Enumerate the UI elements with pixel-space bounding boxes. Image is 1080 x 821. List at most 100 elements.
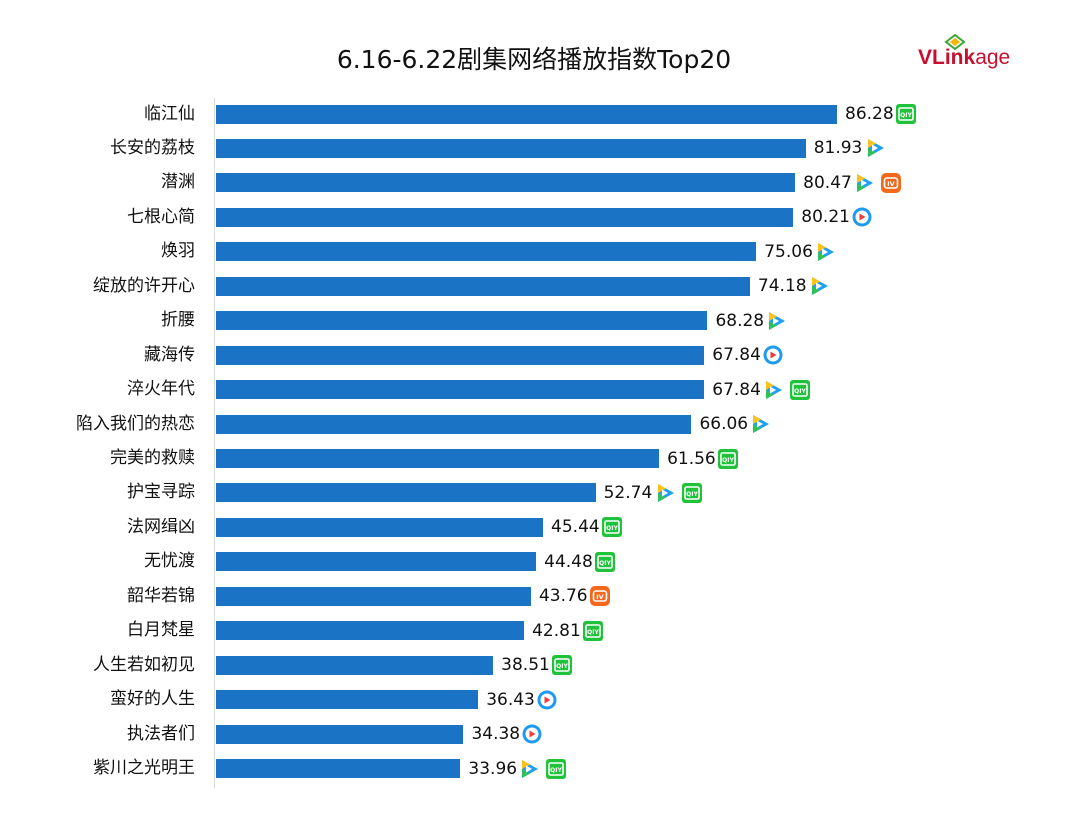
svg-text:QIY: QIY [556,663,568,670]
iqiyi-icon: QIY [895,103,917,125]
value-label: 43.76 [538,586,588,607]
bar [216,380,705,400]
svg-text:QIY: QIY [794,388,806,395]
category-label: 紫川之光明王 [93,758,195,779]
category-label: 淬火年代 [127,379,195,400]
svg-text:IV: IV [596,593,603,601]
category-label: 长安的荔枝 [110,137,195,158]
bar [216,552,537,572]
category-label: 临江仙 [144,103,195,124]
category-label: 陷入我们的热恋 [76,413,195,434]
mango-tv-icon: IV [589,585,611,607]
value-label: 66.06 [699,414,749,435]
chart-title: 6.16-6.22剧集网络播放指数Top20 [336,45,732,74]
iqiyi-icon: QIY [594,551,616,573]
value-label: 42.81 [532,620,581,641]
value-label: 86.28 [845,104,894,124]
category-label: 焕羽 [161,241,195,262]
value-label: 34.38 [471,724,521,745]
bar [216,586,531,606]
value-label: 67.84 [712,345,761,366]
bar [216,173,796,193]
svg-text:QIY: QIY [900,112,912,119]
category-label: 潜渊 [161,172,195,193]
logo-text: VLinkage [918,46,1011,69]
tencent-video-icon [654,482,676,504]
bar [216,311,708,331]
iqiyi-icon: QIY [717,448,739,470]
iqiyi-icon: QIY [582,620,604,642]
bar [216,621,525,641]
category-axis-line [214,98,215,788]
category-label: 蛮好的人生 [110,689,195,710]
value-label: 44.48 [544,551,593,572]
iqiyi-icon: QIY [681,482,703,504]
value-label: 81.93 [813,138,863,159]
logo-frame-icon [944,34,966,50]
category-label: 无忧渡 [144,551,195,572]
category-label: 折腰 [161,310,195,331]
category-label: 白月梵星 [127,620,195,641]
tencent-video-icon [518,758,540,780]
tencent-video-icon [762,379,784,401]
tencent-video-icon [749,413,771,435]
bar [216,724,464,744]
value-label: 45.44 [551,517,600,538]
svg-text:QIY: QIY [587,629,599,636]
category-label: 法网缉凶 [127,516,195,537]
svg-text:QIY: QIY [551,767,563,774]
value-label: 80.21 [801,207,850,228]
youku-icon [521,723,543,745]
bar [216,690,479,710]
category-label: 执法者们 [127,723,195,744]
iqiyi-icon: QIY [551,654,573,676]
mango-tv-icon: IV [880,172,902,194]
value-label: 68.28 [715,310,765,331]
category-label: 完美的救赎 [110,448,195,468]
value-label: 74.18 [757,276,807,297]
value-label: 80.47 [803,172,852,193]
iqiyi-icon: QIY [789,379,811,401]
iqiyi-icon: QIY [545,758,567,780]
svg-text:QIY: QIY [722,457,734,464]
vlinkage-logo: VLinkage [918,34,1028,76]
category-label: 护宝寻踪 [127,482,195,503]
tencent-video-icon [853,172,875,194]
bar [216,449,660,468]
value-label: 38.51 [501,655,550,676]
category-label: 韶华若锦 [127,585,195,606]
bar [216,104,837,124]
iqiyi-icon: QIY [601,516,623,538]
value-label: 67.84 [712,379,761,400]
bar [216,138,806,158]
tencent-video-icon [864,137,886,159]
bar [216,276,750,296]
category-label: 人生若如初见 [93,654,195,675]
youku-icon [762,344,784,366]
bar [216,345,705,365]
bar [216,242,757,262]
svg-text:QIY: QIY [599,560,611,567]
svg-text:IV: IV [887,180,894,188]
tencent-video-icon [765,310,787,332]
category-label: 绽放的许开心 [93,275,195,296]
youku-icon [536,689,558,711]
bar [216,483,596,503]
value-label: 33.96 [468,758,518,779]
bar [216,759,461,779]
youku-icon [851,206,873,228]
value-label: 52.74 [603,482,653,503]
tencent-video-icon [814,241,836,263]
value-label: 75.06 [764,241,813,262]
value-label: 61.56 [667,448,716,469]
tencent-video-icon [808,275,830,297]
bar [216,517,544,537]
bar [216,655,494,675]
bar [216,207,794,227]
bar [216,414,692,434]
value-label: 36.43 [486,689,535,710]
svg-text:QIY: QIY [606,525,618,532]
category-label: 藏海传 [144,344,195,365]
svg-text:QIY: QIY [686,491,698,498]
